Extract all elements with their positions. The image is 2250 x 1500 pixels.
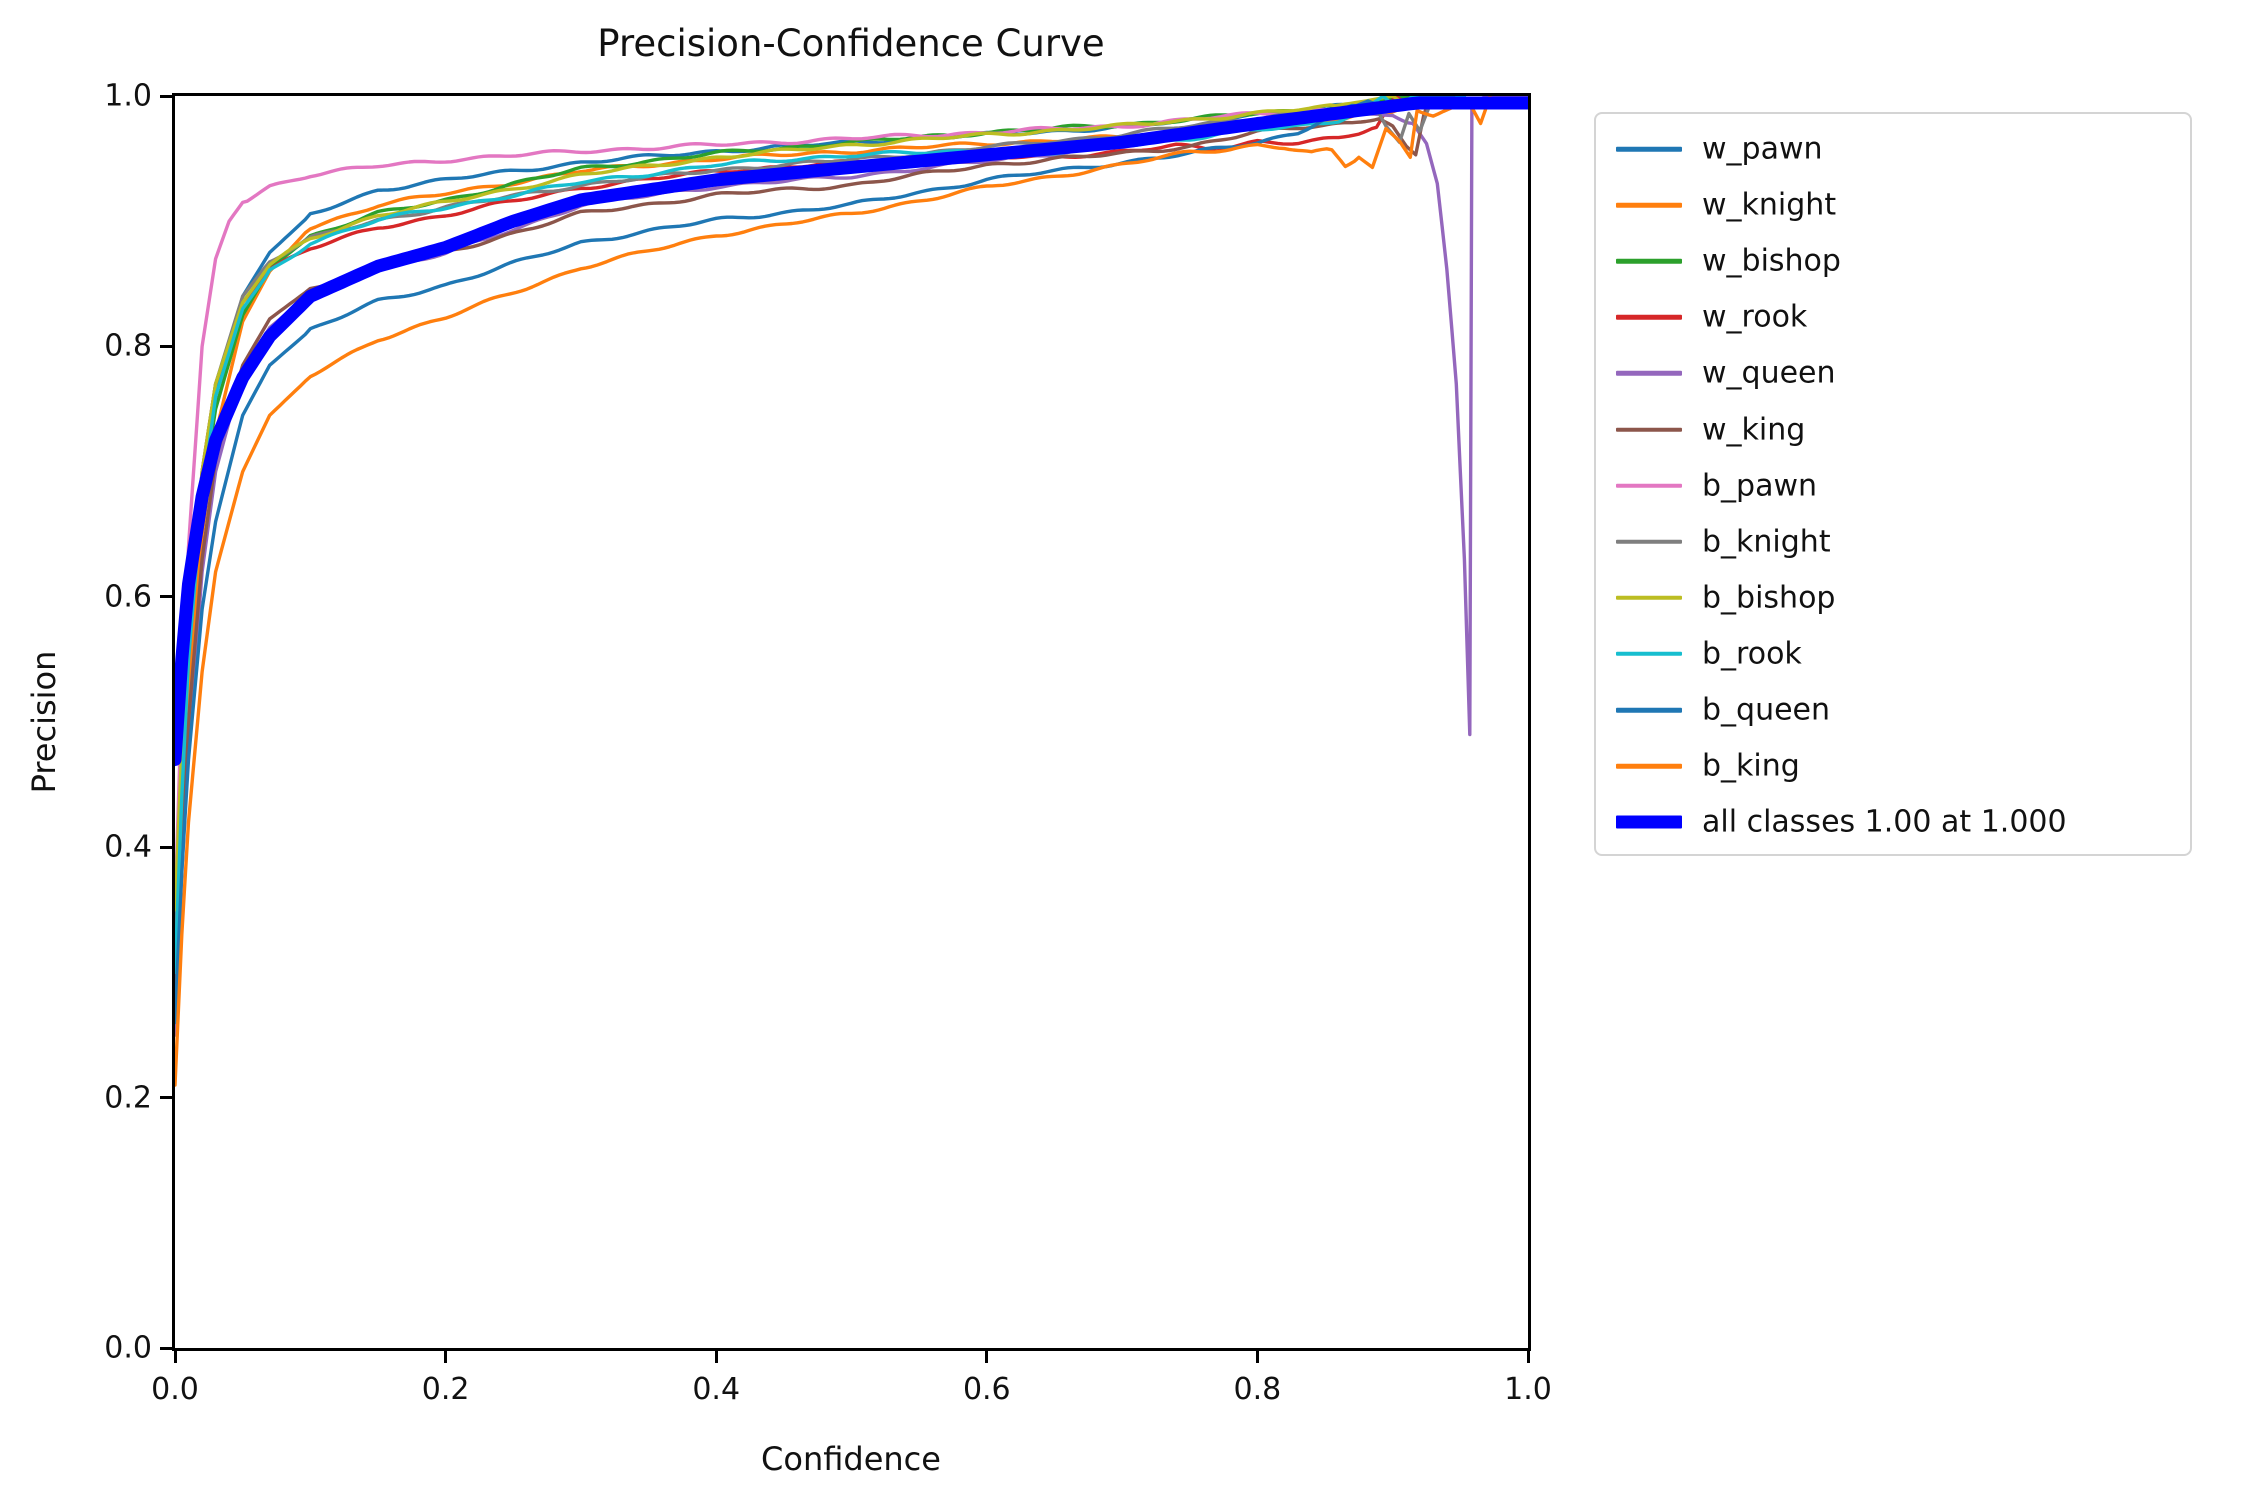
legend-line-swatch <box>1616 427 1682 432</box>
legend-box: w_pawn w_knight w_bishop w_rook w_queen w_kin… <box>1594 112 2192 856</box>
curve-b-rook <box>175 96 1467 975</box>
legend-line-swatch <box>1616 315 1682 320</box>
legend-line-swatch <box>1616 483 1682 488</box>
y-tick-mark-0.0 <box>160 1346 175 1350</box>
legend-line-swatch <box>1616 707 1682 713</box>
legend-row-b-knight: b_knight <box>1596 514 2190 570</box>
legend-line-swatch <box>1616 539 1682 544</box>
x-tick-mark-0.6 <box>985 1348 989 1363</box>
curve-b-king <box>175 96 1492 1087</box>
y-tick-label-1.0: 1.0 <box>104 78 152 114</box>
y-tick-mark-0.8 <box>160 344 175 348</box>
x-tick-mark-0.4 <box>714 1348 718 1363</box>
curves-svg <box>175 96 1528 1087</box>
curve-w-queen <box>175 96 1528 1037</box>
x-tick-label-1.0: 1.0 <box>1504 1372 1552 1407</box>
curve-b-knight <box>175 96 1435 950</box>
legend-line-swatch <box>1616 146 1682 152</box>
curve-b-pawn <box>175 96 1422 912</box>
y-tick-mark-1.0 <box>160 94 175 98</box>
y-tick-mark-0.2 <box>160 1096 175 1100</box>
legend-label: b_pawn <box>1702 468 1818 504</box>
x-tick-label-0.8: 0.8 <box>1233 1372 1282 1407</box>
legend-label: b_king <box>1702 748 1800 784</box>
legend-line-swatch <box>1616 815 1682 829</box>
chart-title: Precision-Confidence Curve <box>597 22 1105 65</box>
y-tick-mark-0.4 <box>160 845 175 849</box>
legend-label: w_pawn <box>1702 131 1823 167</box>
legend-line-swatch <box>1616 763 1682 769</box>
y-tick-label-0.2: 0.2 <box>104 1080 152 1116</box>
curve-w-king <box>175 96 1433 1012</box>
legend-label: w_bishop <box>1702 243 1841 279</box>
legend-row-w-king: w_king <box>1596 402 2190 458</box>
y-axis-label: Precision <box>25 650 63 794</box>
legend-row-all-classes-1-00-at-1-000: all classes 1.00 at 1.000 <box>1596 794 2190 850</box>
legend-row-b-rook: b_rook <box>1596 626 2190 682</box>
legend-line-swatch <box>1616 371 1682 376</box>
x-tick-mark-0.8 <box>1255 1348 1259 1363</box>
legend-label: b_bishop <box>1702 580 1836 616</box>
legend-row-b-bishop: b_bishop <box>1596 570 2190 626</box>
legend-label: all classes 1.00 at 1.000 <box>1702 804 2067 840</box>
legend-label: w_king <box>1702 412 1806 447</box>
x-tick-label-0.6: 0.6 <box>962 1372 1011 1407</box>
legend-label: w_knight <box>1702 187 1837 223</box>
legend-row-w-knight: w_knight <box>1596 177 2190 233</box>
curves-clip <box>175 96 1528 1348</box>
y-tick-label-0.4: 0.4 <box>104 829 152 865</box>
x-tick-mark-0.0 <box>173 1348 177 1363</box>
legend-label: b_queen <box>1702 692 1831 728</box>
legend-row-w-queen: w_queen <box>1596 345 2190 401</box>
legend-line-swatch <box>1616 651 1682 657</box>
legend-row-b-pawn: b_pawn <box>1596 458 2190 514</box>
y-tick-label-0.0: 0.0 <box>104 1330 152 1366</box>
x-tick-mark-0.2 <box>444 1348 448 1363</box>
x-tick-label-0.2: 0.2 <box>421 1372 470 1407</box>
x-tick-label-0.4: 0.4 <box>692 1372 741 1407</box>
y-tick-label-0.8: 0.8 <box>104 328 152 364</box>
legend-row-w-bishop: w_bishop <box>1596 233 2190 289</box>
x-axis-label: Confidence <box>761 1440 941 1478</box>
legend-row-w-rook: w_rook <box>1596 289 2190 345</box>
legend-row-b-king: b_king <box>1596 738 2190 794</box>
plot-area <box>172 93 1531 1351</box>
legend-line-swatch <box>1616 258 1682 264</box>
curve-b-bishop <box>175 96 1429 912</box>
curve-w-pawn <box>175 96 1442 975</box>
legend-label: b_rook <box>1702 636 1802 672</box>
y-tick-mark-0.6 <box>160 595 175 599</box>
curve-all-classes-1-00-at-1-000 <box>175 96 1528 767</box>
legend-line-swatch <box>1616 202 1682 208</box>
curve-b-queen <box>175 96 1456 1025</box>
y-tick-label-0.6: 0.6 <box>104 579 152 615</box>
legend-label: w_rook <box>1702 299 1808 335</box>
legend-row-b-queen: b_queen <box>1596 682 2190 738</box>
legend-label: w_queen <box>1702 355 1836 391</box>
legend-label: b_knight <box>1702 524 1831 560</box>
legend-line-swatch <box>1616 595 1682 601</box>
x-tick-mark-1.0 <box>1526 1348 1530 1363</box>
x-tick-label-0.0: 0.0 <box>151 1372 199 1407</box>
legend-row-w-pawn: w_pawn <box>1596 121 2190 177</box>
